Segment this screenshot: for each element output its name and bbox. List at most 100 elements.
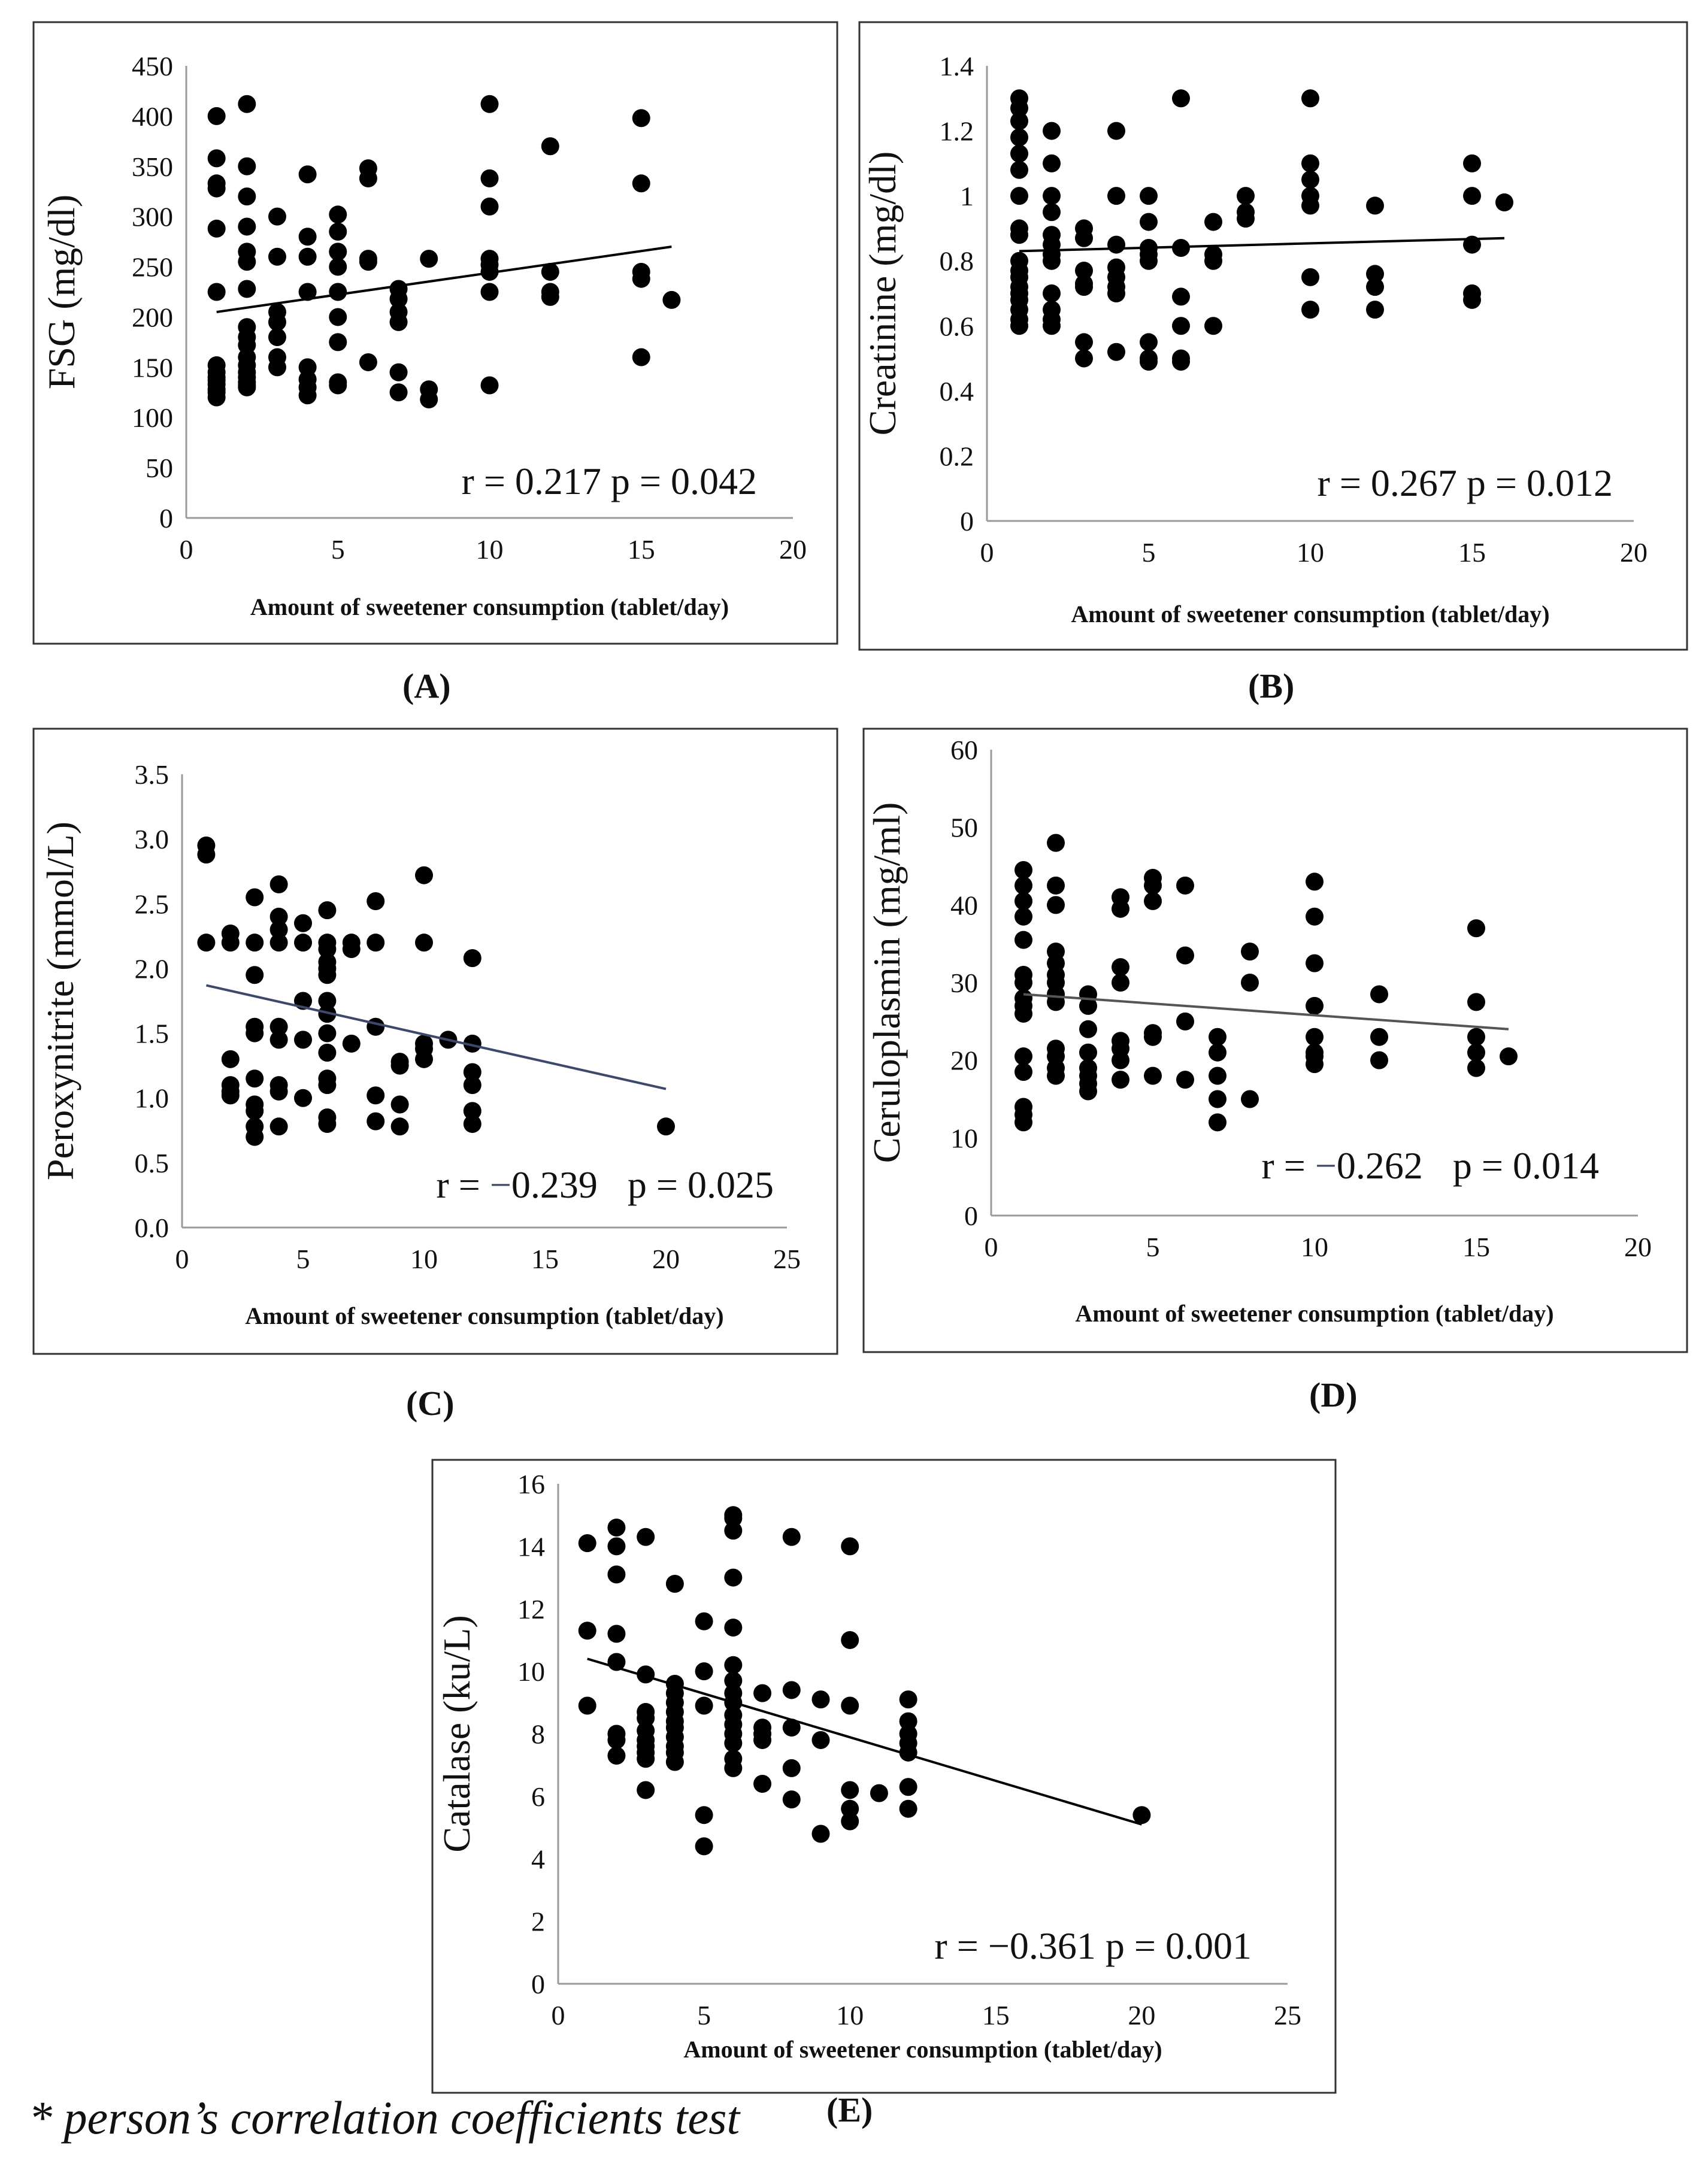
data-point	[1010, 187, 1028, 205]
data-point	[724, 1656, 743, 1674]
data-point	[298, 386, 317, 405]
data-point	[420, 250, 438, 268]
data-point	[318, 940, 337, 958]
data-point	[1237, 187, 1255, 205]
data-point	[632, 174, 650, 193]
data-point	[1140, 353, 1158, 371]
x-tick-label: 20	[779, 534, 807, 565]
data-point	[268, 358, 286, 377]
data-point	[607, 1747, 626, 1765]
data-point	[1107, 187, 1125, 205]
y-tick-label: 2.0	[135, 953, 169, 984]
panel-label-B: (B)	[1248, 666, 1295, 705]
data-point	[269, 875, 288, 893]
data-point	[578, 1534, 596, 1553]
data-point	[541, 287, 559, 306]
x-axis-title: Amount of sweetener consumption (tablet/…	[245, 1302, 723, 1329]
data-point	[1204, 213, 1222, 231]
data-point	[541, 137, 559, 156]
data-point	[1047, 876, 1065, 895]
data-point	[329, 376, 347, 395]
data-point	[1209, 1066, 1227, 1085]
y-tick-label: 1.5	[135, 1019, 169, 1049]
x-tick-label: 5	[697, 2000, 711, 2031]
data-point	[1014, 860, 1032, 879]
x-tick-label: 5	[331, 534, 345, 565]
chart-E: 0 2 4 6 8 10 12 14 16 0 5 10 15 20 25 Amount of sweeten…	[431, 1459, 1337, 2094]
y-tick-label: 10	[950, 1123, 978, 1153]
y-tick-label: 0.0	[135, 1213, 169, 1243]
data-point	[269, 1031, 288, 1049]
data-point	[238, 280, 256, 298]
data-point	[318, 901, 337, 920]
x-axis-title: Amount of sweetener consumption (tablet/…	[1075, 1300, 1553, 1327]
data-point	[637, 1528, 655, 1546]
y-tick-label: 0	[964, 1201, 978, 1231]
stat-r-sign: −	[1315, 1144, 1337, 1187]
data-point	[1176, 1071, 1194, 1089]
data-point	[269, 920, 288, 939]
y-tick-label: 1	[960, 181, 974, 211]
data-point	[753, 1684, 772, 1702]
data-point	[1075, 333, 1093, 351]
data-point	[1172, 317, 1190, 335]
data-point	[1014, 876, 1032, 895]
data-point	[899, 1690, 917, 1709]
data-point	[1112, 1051, 1129, 1069]
data-point	[1370, 1051, 1388, 1069]
data-point	[246, 1069, 264, 1088]
data-point	[1079, 1043, 1097, 1062]
data-point	[329, 257, 347, 276]
x-tick-label: 25	[1274, 2000, 1301, 2031]
data-point	[1144, 1028, 1162, 1046]
y-tick-label: 3.5	[135, 759, 169, 790]
data-point	[578, 1622, 596, 1640]
data-point	[207, 149, 226, 168]
x-axis-title: Amount of sweetener consumption (tablet/…	[683, 2036, 1162, 2063]
data-point	[1176, 876, 1194, 895]
data-point	[841, 1631, 859, 1649]
data-point	[390, 1056, 409, 1075]
panel-label-A: (A)	[402, 666, 451, 705]
data-point	[1241, 942, 1259, 961]
x-tick-label: 15	[628, 534, 655, 565]
data-point	[463, 1114, 481, 1133]
x-tick-label: 20	[652, 1244, 680, 1274]
y-tick-label: 2.5	[135, 889, 169, 919]
y-tick-label: 50	[146, 453, 173, 483]
data-point	[665, 1575, 684, 1593]
data-point	[1010, 99, 1028, 117]
data-point	[695, 1837, 713, 1856]
data-point	[1014, 1063, 1032, 1081]
data-point	[1301, 171, 1319, 189]
data-point	[269, 934, 288, 952]
data-point	[1010, 160, 1028, 179]
trendline	[1023, 993, 1509, 1031]
data-point	[899, 1778, 917, 1796]
data-point	[1301, 89, 1319, 108]
data-point	[1301, 301, 1319, 319]
data-point	[246, 966, 264, 984]
data-point	[1209, 1043, 1227, 1062]
y-tick-label: 450	[132, 51, 173, 81]
data-point	[221, 1050, 240, 1068]
y-tick-label: 0.5	[135, 1148, 169, 1178]
chart-D: 0 10 20 30 40 50 60 0 5 10 15 20 Amount of sweetener…	[862, 728, 1688, 1353]
data-point	[695, 1662, 713, 1681]
data-point	[390, 1117, 409, 1136]
data-point	[662, 290, 681, 309]
data-point	[329, 243, 347, 261]
chart-A: 0 50 100 150 200 250 300 350 400 450 0 5 10 15 20 Amoun…	[32, 21, 838, 645]
data-point	[1043, 154, 1061, 172]
data-point	[389, 290, 408, 308]
stat-annotation: r = 0.267 p = 0.012	[1318, 462, 1613, 504]
data-point	[632, 348, 650, 366]
y-tick-label: 3.0	[135, 824, 169, 854]
data-point	[1241, 974, 1259, 992]
x-tick-label: 10	[410, 1244, 438, 1274]
data-point	[415, 866, 433, 884]
data-point	[415, 1050, 433, 1068]
data-point	[665, 1753, 684, 1771]
data-point	[607, 1537, 626, 1556]
data-point	[207, 219, 226, 238]
